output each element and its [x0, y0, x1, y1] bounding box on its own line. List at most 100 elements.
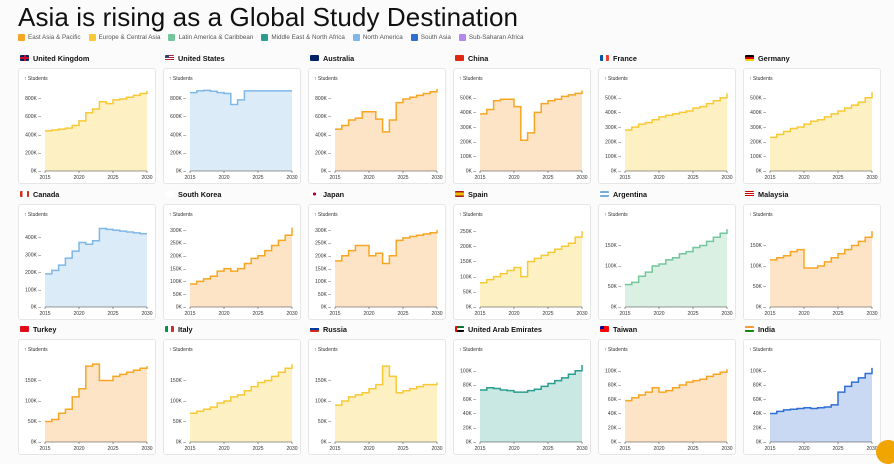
- panel-header: France: [598, 52, 734, 64]
- y-tick-label: 150K –: [170, 378, 186, 384]
- panel-header: Japan: [308, 188, 444, 200]
- y-tick-label: 800K –: [315, 96, 331, 102]
- y-tick-label: 500K –: [460, 95, 476, 101]
- panel-title: Canada: [33, 190, 59, 199]
- x-tick-label: 2025: [687, 446, 698, 452]
- area-fill: [335, 366, 437, 442]
- x-tick-label: 2015: [329, 311, 340, 317]
- y-tick-label: 0K –: [176, 440, 187, 446]
- y-tick-label: 0K –: [611, 305, 622, 311]
- panel-header: United States: [163, 52, 299, 64]
- y-tick-label: 100K –: [605, 264, 621, 270]
- x-tick-label: 2020: [73, 175, 84, 181]
- panel-title: China: [468, 54, 488, 63]
- y-tick-label: 250K –: [170, 241, 186, 247]
- x-tick-label: 2015: [764, 175, 775, 181]
- y-tick-label: 500K –: [605, 95, 621, 101]
- y-tick-label: 0K –: [611, 440, 622, 446]
- y-tick-label: 50K –: [318, 292, 331, 298]
- area-fill: [480, 90, 582, 171]
- y-tick-label: 100K –: [460, 368, 476, 374]
- y-tick-label: 300K –: [460, 125, 476, 131]
- y-tick-label: 0K –: [321, 169, 332, 175]
- flag-in-icon: [745, 326, 754, 332]
- y-tick-label: 100K –: [460, 154, 476, 160]
- y-tick-label: 300K –: [750, 125, 766, 131]
- y-axis-label: ↑ Students: [169, 76, 193, 82]
- y-tick-label: 250K –: [315, 241, 331, 247]
- area-fill: [480, 365, 582, 442]
- y-axis-label: ↑ Students: [459, 212, 483, 218]
- x-tick-label: 2020: [798, 311, 809, 317]
- x-tick-label: 2025: [107, 311, 118, 317]
- y-tick-label: 300K –: [170, 228, 186, 234]
- y-tick-label: 50K –: [753, 284, 766, 290]
- x-tick-label: 2015: [619, 175, 630, 181]
- y-tick-label: 50K –: [608, 284, 621, 290]
- flag-us-icon: [165, 55, 174, 61]
- x-tick-label: 2030: [866, 311, 877, 317]
- y-axis-label: ↑ Students: [459, 76, 483, 82]
- area-fill: [335, 89, 437, 171]
- x-tick-label: 2015: [329, 446, 340, 452]
- x-tick-label: 2025: [397, 446, 408, 452]
- x-tick-label: 2020: [508, 175, 519, 181]
- y-tick-label: 100K –: [315, 279, 331, 285]
- x-tick-label: 2030: [141, 311, 152, 317]
- y-tick-label: 60K –: [463, 397, 476, 403]
- panel-title: France: [613, 54, 637, 63]
- y-tick-label: 40K –: [753, 411, 766, 417]
- help-bubble-icon[interactable]: [876, 440, 894, 464]
- y-tick-label: 50K –: [318, 419, 331, 425]
- panel-title: Russia: [323, 325, 347, 334]
- flag-ca-icon: [20, 191, 29, 197]
- flag-tr-icon: [20, 326, 29, 332]
- panel-header: Russia: [308, 323, 444, 335]
- panel-title: Malaysia: [758, 190, 788, 199]
- y-axis-label: ↑ Students: [169, 212, 193, 218]
- x-tick-label: 2020: [798, 175, 809, 181]
- y-tick-label: 0K –: [466, 169, 477, 175]
- x-tick-label: 2015: [474, 175, 485, 181]
- x-tick-label: 2030: [576, 446, 587, 452]
- flag-ru-icon: [310, 326, 319, 332]
- y-tick-label: 80K –: [753, 383, 766, 389]
- y-tick-label: 60K –: [608, 397, 621, 403]
- y-axis-label: ↑ Students: [314, 212, 338, 218]
- y-tick-label: 250K –: [460, 229, 476, 235]
- flag-ar-icon: [600, 191, 609, 197]
- y-tick-label: 400K –: [315, 132, 331, 138]
- x-tick-label: 2025: [832, 175, 843, 181]
- y-tick-label: 100K –: [170, 399, 186, 405]
- y-tick-label: 400K –: [750, 110, 766, 116]
- y-tick-label: 300K –: [315, 228, 331, 234]
- area-fill: [770, 231, 872, 307]
- y-tick-label: 200K –: [460, 244, 476, 250]
- y-tick-label: 600K –: [25, 114, 41, 120]
- panel-title: Italy: [178, 325, 193, 334]
- y-axis-label: ↑ Students: [24, 347, 48, 353]
- y-tick-label: 200K –: [170, 253, 186, 259]
- y-tick-label: 300K –: [605, 125, 621, 131]
- y-tick-label: 0K –: [31, 169, 42, 175]
- panel-title: Japan: [323, 190, 344, 199]
- y-axis-label: ↑ Students: [749, 76, 773, 82]
- y-tick-label: 100K –: [460, 274, 476, 280]
